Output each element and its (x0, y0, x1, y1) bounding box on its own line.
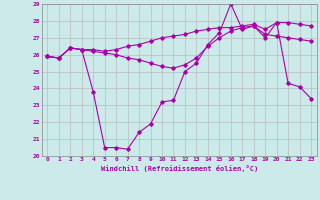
X-axis label: Windchill (Refroidissement éolien,°C): Windchill (Refroidissement éolien,°C) (100, 165, 258, 172)
